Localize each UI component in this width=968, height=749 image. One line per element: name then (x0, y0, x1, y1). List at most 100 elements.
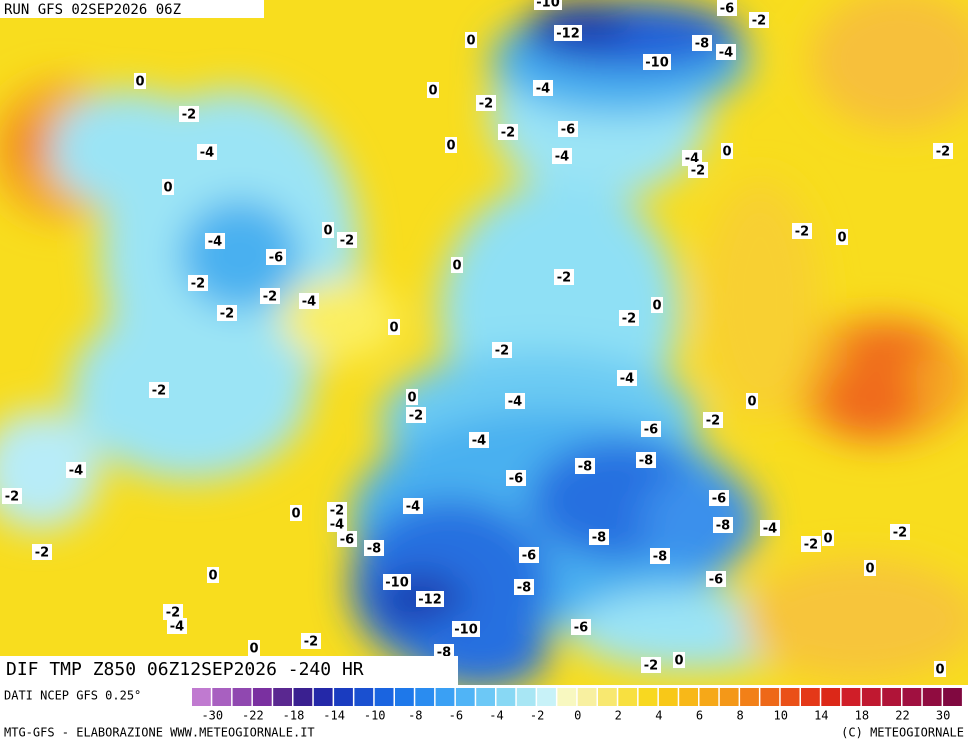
contour-label: -4 (472, 434, 486, 449)
contour-label: -6 (522, 549, 536, 564)
contour-label-box (505, 393, 525, 409)
contour-label: -2 (166, 606, 180, 621)
colorbar-swatch (476, 688, 495, 706)
field-blob (740, 560, 968, 680)
contour-label-box (749, 12, 769, 28)
contour-label: -4 (208, 235, 222, 250)
contour-label-box (205, 233, 225, 249)
colorbar-swatch (740, 688, 759, 706)
contour-label: -2 (752, 14, 766, 29)
contour-label: -6 (561, 123, 575, 138)
contour-label-box (217, 305, 237, 321)
contour-label: -8 (695, 37, 709, 52)
contour-label-box (534, 0, 562, 10)
contour-label-box (167, 618, 187, 634)
contour-label-box (445, 137, 457, 153)
contour-label-box (406, 407, 426, 423)
colorbar-swatch (780, 688, 800, 706)
contour-label: -8 (592, 531, 606, 546)
colorbar-swatch (415, 688, 435, 706)
contour-label: -2 (304, 635, 318, 650)
contour-labels: -10 -6 -2 0 -12 -8 -4 -10 0 0 -2 -4 -2 -2 -6 -4 0 -4 -4 -2 0… (2, 0, 953, 678)
contour-label: -6 (269, 251, 283, 266)
contour-label: -6 (712, 492, 726, 507)
colorbar-swatch (801, 688, 820, 706)
colorbar-label: -2 (530, 709, 544, 723)
contour-label-box (643, 54, 671, 70)
colorbar-label: -10 (364, 709, 386, 723)
contour-label: 0 (428, 84, 437, 99)
contour-label: -10 (536, 0, 560, 11)
contour-label: -12 (418, 593, 442, 608)
colorbar-label: 18 (855, 709, 869, 723)
contour-label: 0 (249, 642, 258, 657)
colorbar: -30 -22 -18 -14 -10 -8 -6 -4 -2 0 2 4 6 8 10 14 18 22 30 (192, 688, 962, 723)
colorbar-swatch (577, 688, 597, 706)
colorbar-label: 6 (696, 709, 703, 723)
run-box (0, 0, 264, 18)
contour-label: -4 (302, 295, 316, 310)
contour-label-box (162, 179, 174, 195)
contour-label: -6 (509, 472, 523, 487)
contour-label-box (327, 516, 347, 532)
contour-label: -2 (936, 145, 950, 160)
contour-label: -4 (406, 500, 420, 515)
contour-label: 0 (135, 75, 144, 90)
contour-label: -10 (454, 623, 478, 638)
contour-label-box (290, 505, 302, 521)
contour-label-box (301, 633, 321, 649)
contour-label-box (299, 293, 319, 309)
contour-label-box (717, 0, 737, 16)
contour-label-box (650, 548, 670, 564)
contour-label-box (554, 269, 574, 285)
contour-label: 0 (446, 139, 455, 154)
field-blob (180, 200, 300, 310)
colorbar-swatch (658, 688, 678, 706)
colorbar-label: 14 (814, 709, 828, 723)
contour-label: 0 (722, 145, 731, 160)
colorbar-swatch (334, 688, 353, 706)
colorbar-swatch (232, 688, 252, 706)
colorbar-label: -18 (283, 709, 305, 723)
colorbar-swatch (598, 688, 617, 706)
contour-label: -2 (263, 290, 277, 305)
contour-label-box (589, 529, 609, 545)
contour-label: -6 (574, 621, 588, 636)
contour-label-box (66, 462, 86, 478)
contour-label: -2 (501, 126, 515, 141)
title-box (0, 656, 458, 685)
contour-label: -8 (653, 550, 667, 565)
contour-label: 0 (466, 34, 475, 49)
contour-label-box (197, 144, 217, 160)
colorbar-label: 22 (895, 709, 909, 723)
contour-label-box (651, 297, 663, 313)
contour-label-box (822, 530, 834, 546)
contour-label: -2 (5, 490, 19, 505)
contour-label: -4 (719, 46, 733, 61)
contour-label: -10 (385, 576, 409, 591)
colorbar-swatch (293, 688, 313, 706)
contour-label: -2 (495, 344, 509, 359)
contour-label: -10 (645, 56, 669, 71)
contour-label: -2 (330, 504, 344, 519)
colorbar-swatch (252, 688, 272, 706)
contour-label-box (716, 44, 736, 60)
contour-label-box (890, 524, 910, 540)
contour-label-box (692, 35, 712, 51)
contour-label-box (260, 288, 280, 304)
contour-label-box (514, 579, 534, 595)
field-blob (840, 325, 940, 365)
colorbar-swatch (516, 688, 536, 706)
colorbar-swatch (395, 688, 414, 706)
colorbar-swatch (760, 688, 780, 706)
contour-label-box (801, 536, 821, 552)
contour-label: -2 (622, 312, 636, 327)
field-blob (280, 280, 400, 360)
contour-label: 0 (935, 663, 944, 678)
contour-label-box (760, 520, 780, 536)
contour-label-box (703, 412, 723, 428)
contour-label: -4 (508, 395, 522, 410)
colorbar-label: 4 (655, 709, 662, 723)
contour-label: -2 (644, 659, 658, 674)
colorbar-swatch (435, 688, 455, 706)
